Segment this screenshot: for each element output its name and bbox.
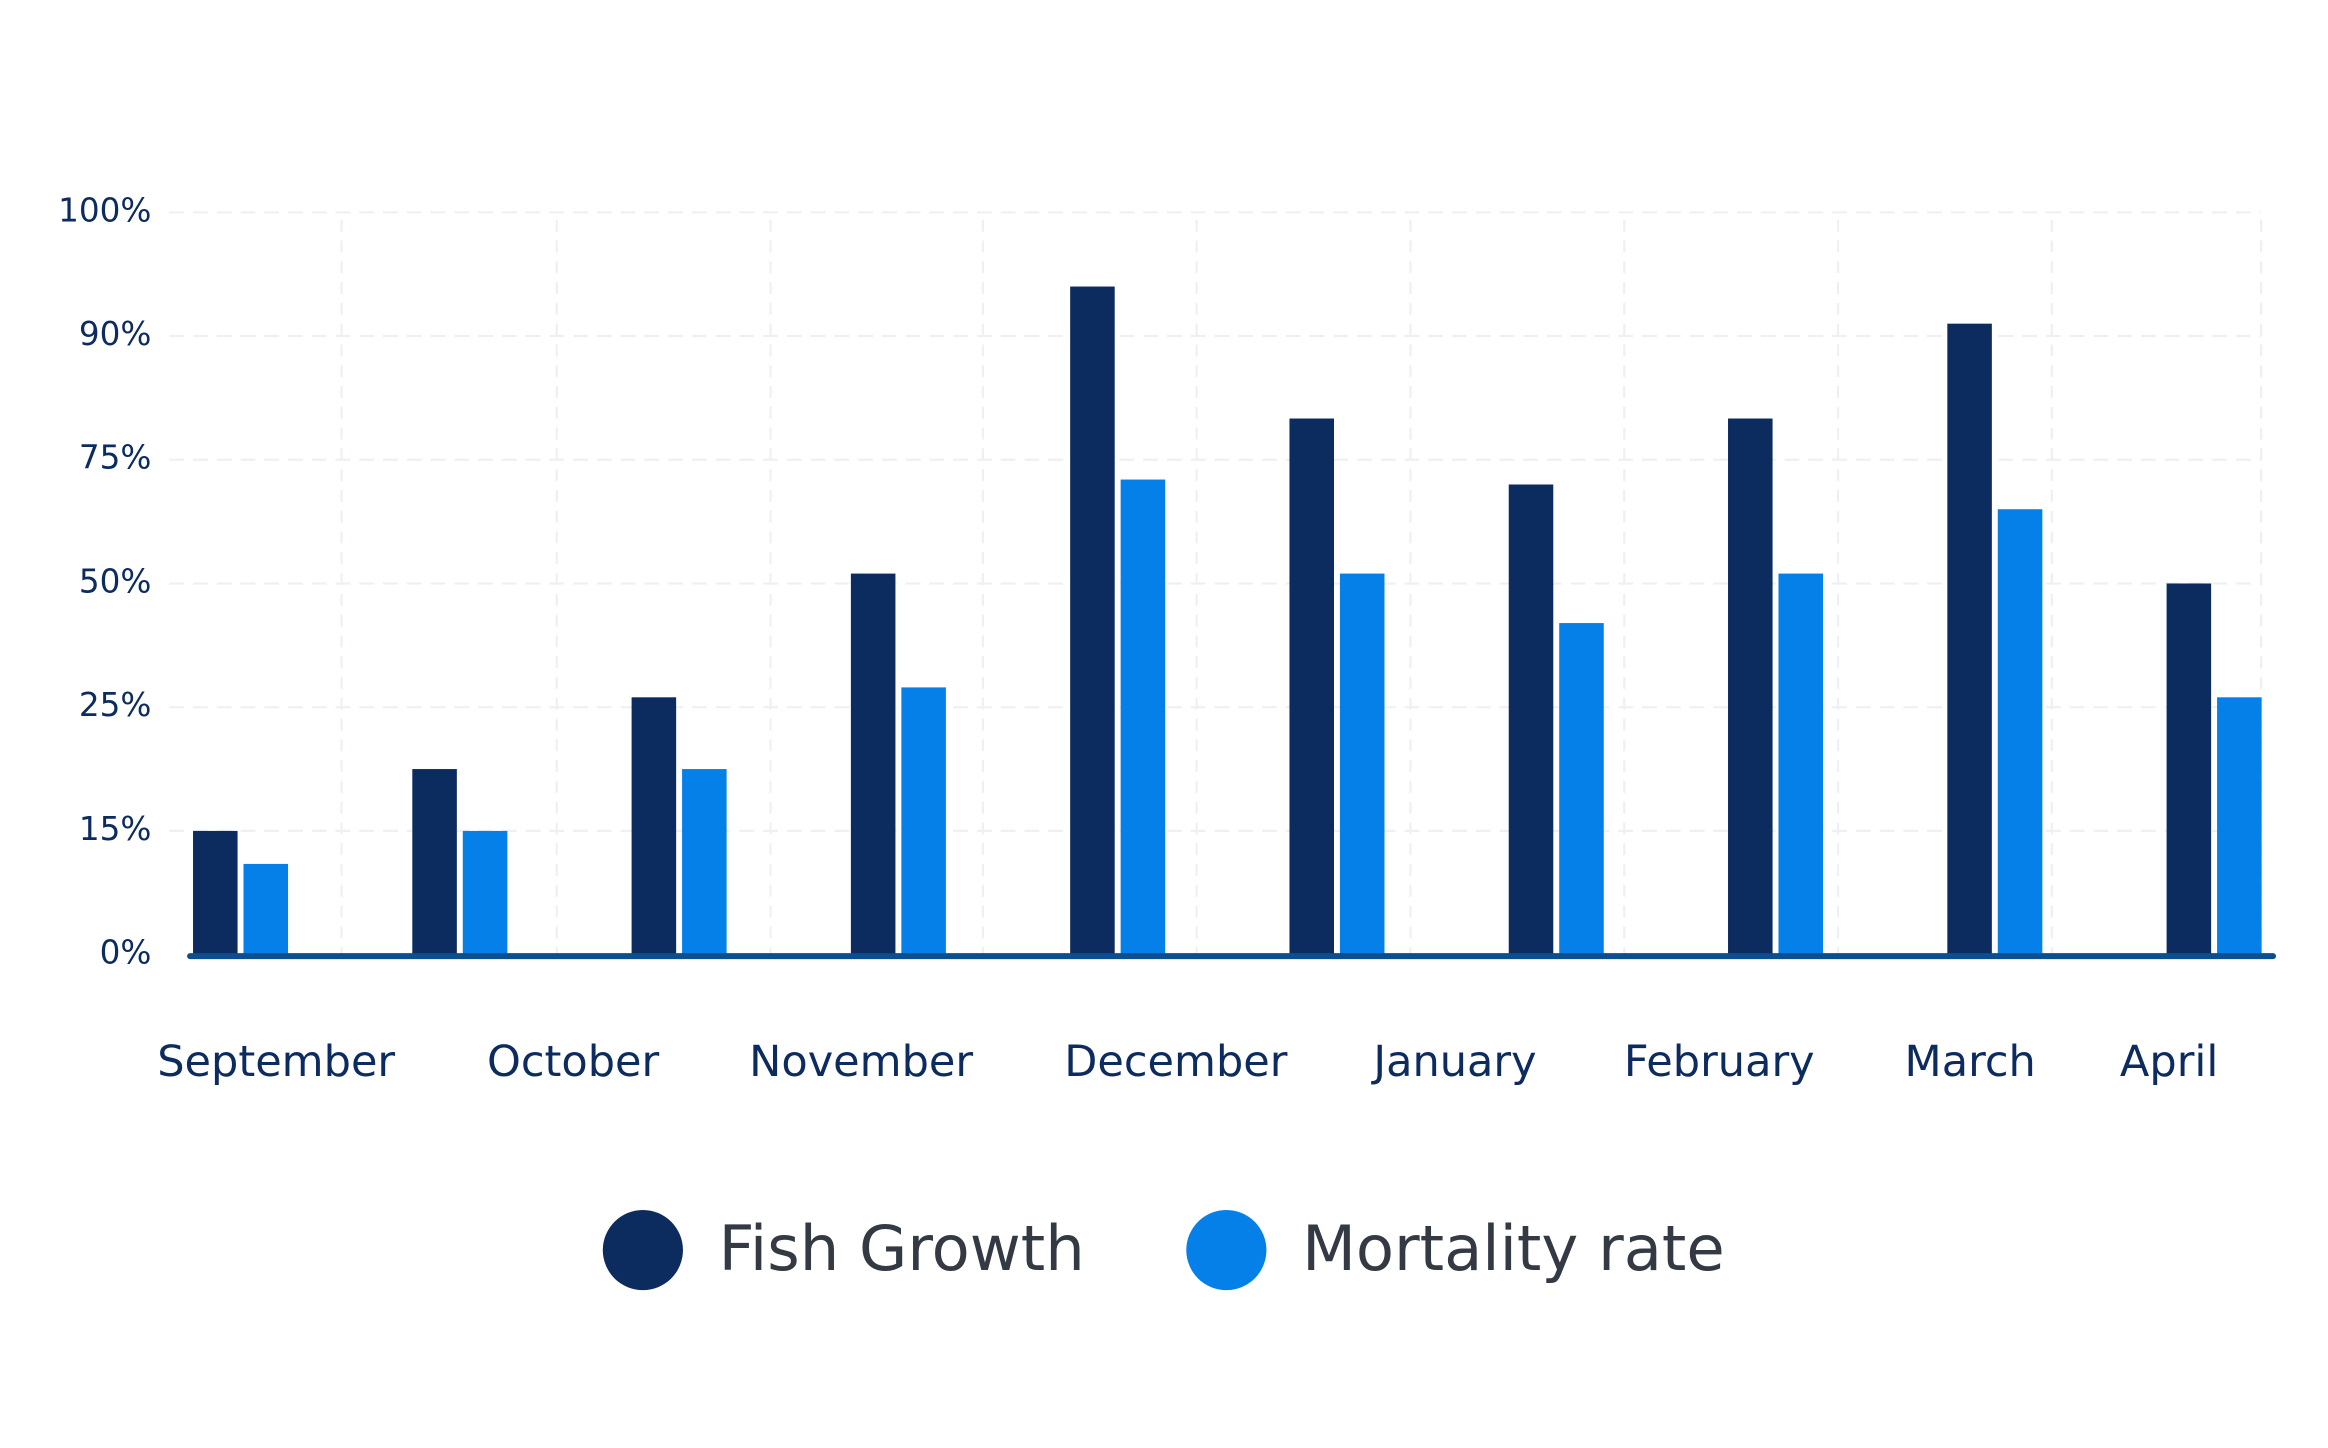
bar — [850, 573, 896, 955]
bar — [2166, 583, 2212, 955]
bar — [1728, 418, 1773, 955]
y-tick-label: 25% — [79, 686, 152, 724]
legend-label: Mortality rate — [1302, 1212, 1725, 1285]
bar — [1070, 286, 1115, 955]
bar — [1997, 509, 2043, 955]
legend-swatch — [602, 1210, 683, 1291]
x-tick-label: January — [1370, 1037, 1536, 1087]
bar — [1778, 573, 1824, 955]
bar — [2217, 697, 2262, 955]
legend-swatch — [1186, 1210, 1267, 1291]
x-tick-label: December — [1064, 1037, 1288, 1087]
bar — [682, 769, 727, 955]
bar — [1289, 418, 1334, 955]
legend-label: Fish Growth — [719, 1212, 1085, 1285]
x-tick-label: September — [157, 1037, 395, 1087]
bar — [243, 863, 289, 955]
x-tick-label: March — [1905, 1037, 2036, 1087]
bar — [901, 687, 946, 955]
y-tick-label: 0% — [100, 934, 152, 972]
x-tick-label: April — [2120, 1037, 2218, 1087]
bar — [1559, 623, 1604, 955]
bar — [1339, 573, 1385, 955]
y-tick-label: 75% — [79, 439, 152, 477]
bar — [412, 769, 457, 955]
bar — [462, 830, 508, 955]
y-tick-label: 50% — [79, 562, 152, 600]
bar — [1508, 484, 1554, 955]
x-tick-label: February — [1624, 1037, 1815, 1087]
x-tick-label: November — [749, 1037, 973, 1087]
y-tick-label: 15% — [79, 810, 152, 848]
y-tick-label: 100% — [58, 191, 151, 229]
bar — [1120, 479, 1166, 955]
y-tick-label: 90% — [79, 315, 152, 353]
bar — [193, 830, 238, 955]
bar — [631, 697, 677, 955]
x-tick-label: October — [487, 1037, 660, 1087]
bar — [1947, 323, 1992, 955]
